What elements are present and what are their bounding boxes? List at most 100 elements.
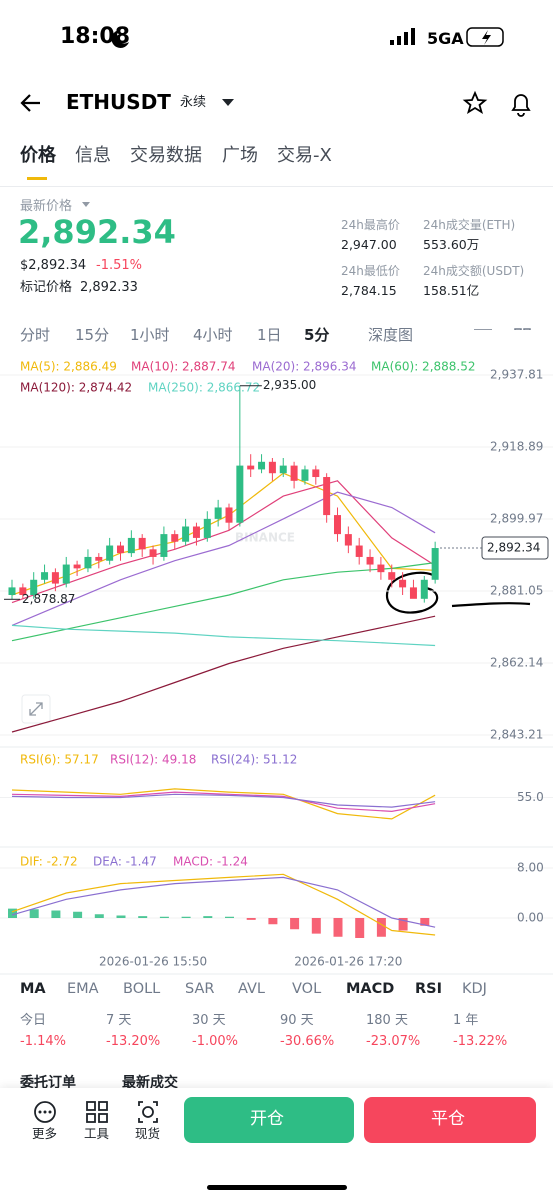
ma-legend: MA(5): 2,886.49	[20, 360, 117, 374]
indicator-tab[interactable]: EMA	[67, 981, 99, 997]
y-tick-label: 2,918.89	[490, 440, 543, 454]
candle-body	[192, 526, 200, 538]
rsi-line	[11, 788, 436, 820]
price-dropdown[interactable]	[82, 202, 90, 207]
macd-line	[11, 873, 436, 936]
favorite-button[interactable]	[462, 90, 488, 114]
stat-value: 553.60万	[423, 237, 480, 252]
indicator-tab[interactable]: BOLL	[123, 981, 161, 997]
macd-bar	[333, 918, 343, 937]
action-label[interactable]: 更多	[32, 1126, 58, 1141]
price-label: 最新价格	[20, 199, 73, 214]
stat-label: 24h成交量(ETH)	[423, 218, 516, 232]
macd-bar	[51, 910, 61, 918]
interval-tab[interactable]: 4小时	[193, 326, 233, 344]
indicator-tab[interactable]: MACD	[346, 981, 395, 997]
price-change: -1.51%	[96, 258, 142, 273]
indicator-tab[interactable]: MA	[20, 981, 46, 997]
open-button[interactable]	[184, 1097, 354, 1143]
interval-tab[interactable]: 分时	[20, 326, 51, 344]
candle-body	[84, 556, 92, 569]
return-value: -30.66%	[280, 1034, 335, 1049]
rsi-line	[11, 793, 436, 808]
candle-body	[51, 572, 59, 584]
tab-indicator	[27, 177, 47, 180]
bottom-icons	[34, 1101, 347, 1190]
interval-tab[interactable]: 深度图	[368, 326, 414, 344]
indicator-tab[interactable]: KDJ	[462, 981, 487, 997]
mark-price-label: 标记价格	[20, 280, 73, 295]
ma-legend: MA(120): 2,874.42	[20, 381, 132, 395]
candle-body	[258, 461, 266, 470]
rsi-legend: RSI(6): 57.17	[20, 753, 99, 767]
tab[interactable]: 交易数据	[130, 145, 202, 166]
candle-body	[41, 572, 49, 580]
notification-button[interactable]	[511, 94, 531, 117]
indicator-tab[interactable]: VOL	[292, 981, 322, 997]
rsi-legend: RSI(12): 49.18	[110, 753, 196, 767]
indicator-tab[interactable]: RSI	[415, 981, 443, 997]
candle-body	[312, 469, 320, 478]
action-label[interactable]: 现货	[135, 1126, 161, 1141]
spot-icon[interactable]	[138, 1101, 158, 1123]
back-button[interactable]	[20, 94, 40, 112]
ma-legend: MA(250): 2,866.72	[148, 381, 260, 395]
tab[interactable]: 广场	[222, 145, 258, 166]
macd-bar	[246, 918, 256, 920]
candle-body	[160, 534, 168, 557]
interval-tab[interactable]: 1日	[257, 326, 282, 344]
contract-dropdown[interactable]	[222, 99, 234, 106]
candle-body	[377, 564, 385, 573]
macd-bar	[290, 918, 300, 930]
ma-line	[11, 562, 436, 642]
candle-body	[62, 564, 70, 584]
ma-legend: MA(10): 2,887.74	[131, 360, 236, 374]
tab[interactable]: 价格	[20, 145, 56, 166]
stat-label: 24h成交额(USDT)	[423, 264, 525, 278]
macd-bar	[94, 914, 104, 918]
candle-body	[409, 587, 417, 599]
candle-body	[138, 537, 146, 550]
interval-tab[interactable]: 5分	[304, 326, 330, 344]
network-type: 5GA	[427, 29, 464, 48]
close-label[interactable]: 平仓	[431, 1109, 465, 1129]
rsi-line	[11, 791, 436, 813]
usd-price: $2,892.34	[20, 258, 87, 273]
last-price: 2,892.34	[18, 213, 176, 251]
stat-value: 158.51亿	[423, 283, 480, 298]
return-value: -13.22%	[453, 1034, 508, 1049]
candle-body	[399, 579, 407, 588]
low-note: 2,878.87	[22, 592, 75, 606]
macd-bar	[159, 916, 169, 918]
tab[interactable]: 信息	[75, 145, 111, 166]
indicator-tab[interactable]: SAR	[185, 981, 215, 997]
interval-tab[interactable]: 1小时	[130, 326, 170, 344]
indicator-tab[interactable]: AVL	[238, 981, 265, 997]
ma-line	[11, 491, 436, 626]
tab[interactable]: 交易-X	[277, 145, 332, 166]
macd-bar	[398, 918, 408, 931]
contract-type[interactable]: 永续	[180, 95, 207, 110]
more-dots	[38, 1110, 52, 1114]
tools-icon[interactable]	[86, 1101, 108, 1123]
rsi-tick-label: 55.0	[517, 790, 544, 804]
order-tab[interactable]: 委托订单	[20, 1075, 76, 1091]
expand-icon	[29, 702, 43, 716]
return-period: 90 天	[280, 1013, 314, 1028]
order-tab[interactable]: 最新成交	[122, 1075, 178, 1091]
current-price-label: 2,892.34	[487, 541, 540, 555]
stat-label: 24h最低价	[341, 264, 400, 278]
icons	[0, 27, 553, 330]
open-label[interactable]: 开仓	[250, 1109, 284, 1129]
macd-bar	[355, 918, 365, 938]
stat-label: 24h最高价	[341, 218, 400, 232]
close-button[interactable]	[364, 1097, 536, 1143]
interval-tab[interactable]: 15分	[75, 326, 110, 344]
candle-body	[19, 587, 27, 595]
layout-button[interactable]	[514, 328, 531, 330]
action-label[interactable]: 工具	[84, 1126, 110, 1141]
candle-body	[73, 564, 81, 569]
more-icon[interactable]	[34, 1101, 56, 1123]
return-period: 1 年	[453, 1013, 479, 1028]
candle-body	[431, 548, 439, 580]
